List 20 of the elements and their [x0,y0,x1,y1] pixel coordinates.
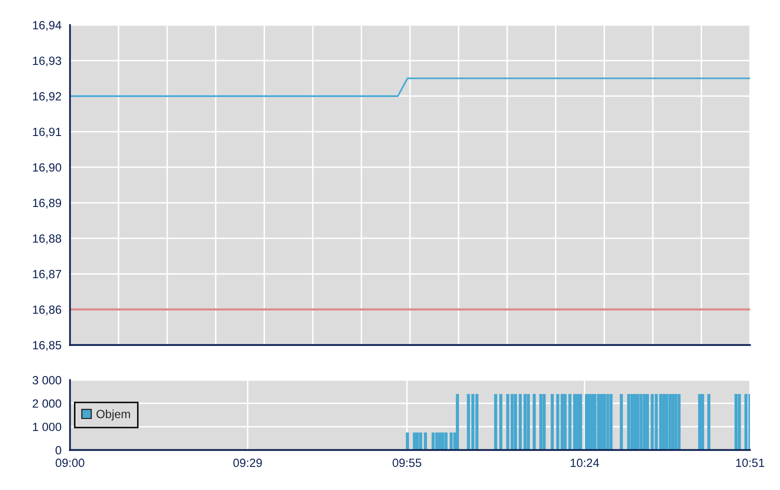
y-tick-label: 16,91 [33,128,62,138]
y-tick-label: 0 [56,446,62,454]
y-tick-label: 16,94 [33,21,62,31]
x-tick-label: 09:29 [233,458,262,468]
y-tick-label: 3 000 [32,376,62,384]
x-tick-label: 10:24 [570,458,600,468]
y-tick-label: 16,87 [33,270,62,280]
y-tick-label: 16,86 [33,305,62,316]
y-tick-label: 2 000 [32,399,62,408]
x-tick-label: 09:55 [392,458,422,468]
x-tick-label: 10:51 [736,458,764,468]
y-tick-label: 16,88 [33,234,62,244]
y-tick-label: 16,93 [33,56,62,66]
y-tick-label: 1 000 [33,422,62,432]
legend-label: Objem [96,410,130,421]
y-tick-label: 16,90 [33,163,62,174]
y-tick-label: 16,89 [33,198,62,209]
x-tick-label: 09:00 [56,458,84,468]
y-tick-label: 16,92 [33,92,62,102]
y-tick-label: 16,85 [33,341,62,351]
